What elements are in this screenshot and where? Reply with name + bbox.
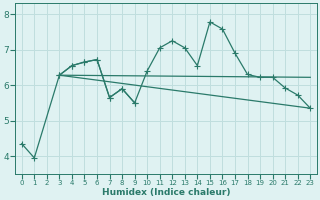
X-axis label: Humidex (Indice chaleur): Humidex (Indice chaleur) bbox=[102, 188, 230, 197]
